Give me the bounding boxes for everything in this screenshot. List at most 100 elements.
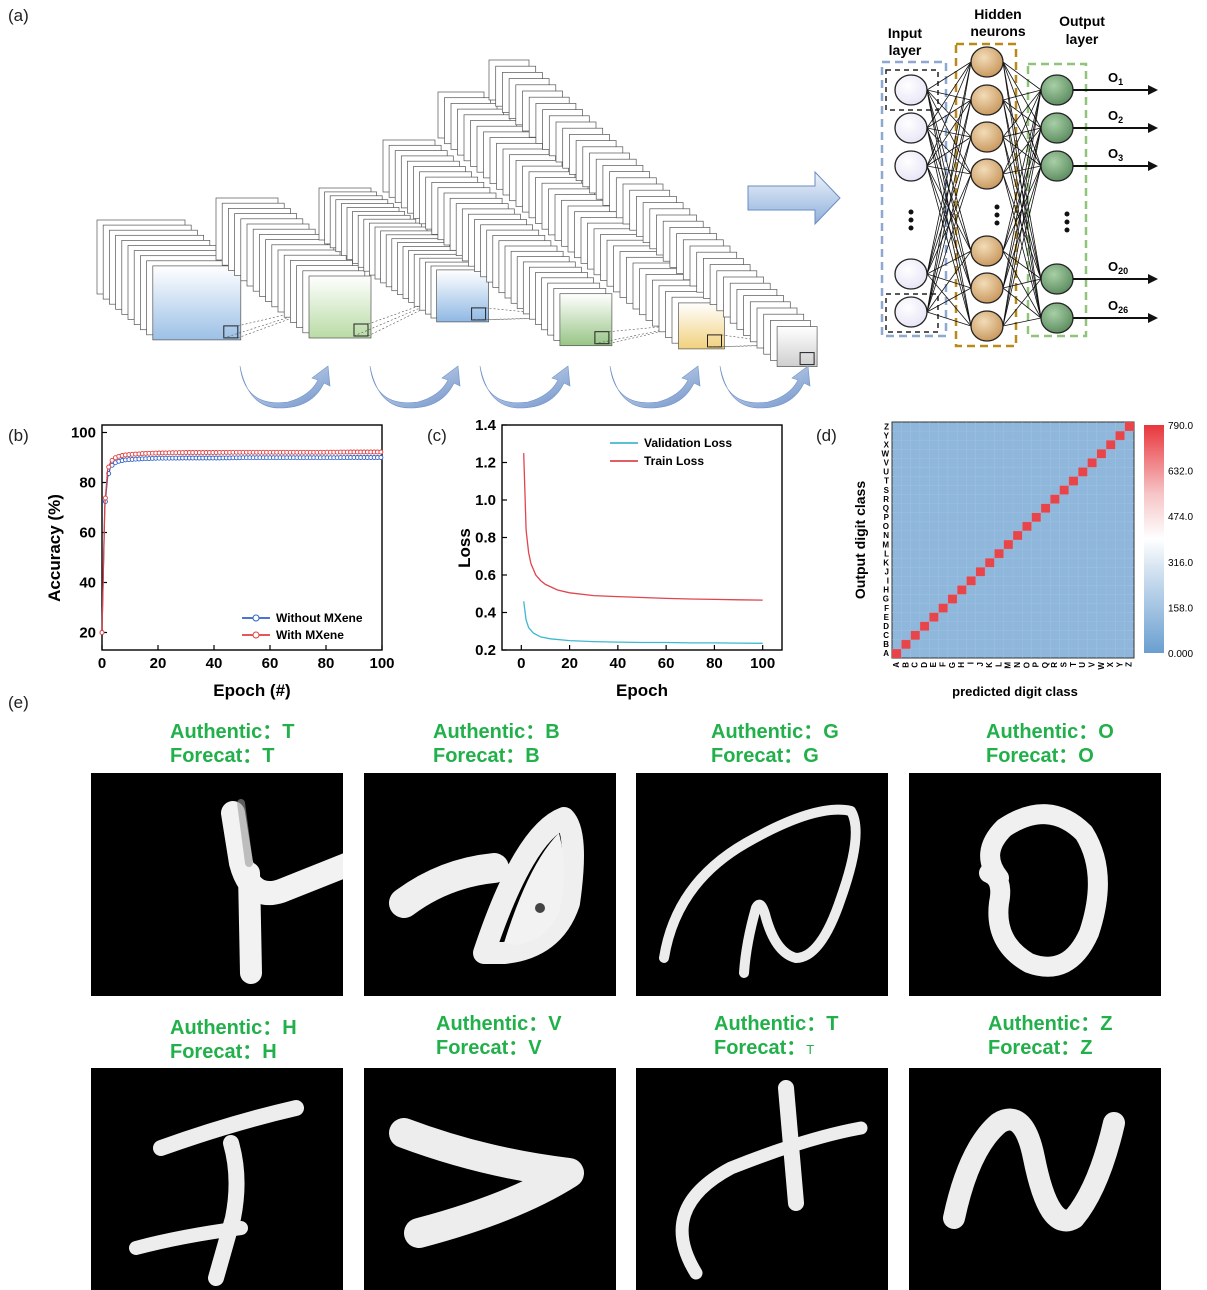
matrix-row-label: K (883, 558, 889, 567)
matrix-col-label: D (920, 662, 929, 668)
weight-line (926, 61, 972, 167)
weight-line (1002, 61, 1042, 91)
sample-3-image (636, 773, 888, 996)
sample-8-image (909, 1068, 1161, 1290)
output-label: O26 (1108, 298, 1128, 315)
matrix-cell-diagonal (1115, 431, 1125, 441)
matrix-row-label: B (883, 640, 889, 649)
matrix-col-label: P (1032, 661, 1041, 667)
sample-3-authentic: Authentic：G (711, 721, 839, 743)
matrix-cell-diagonal (1040, 503, 1051, 513)
arrow-head-icon (1148, 161, 1158, 171)
output-layer-label-1: Output (1059, 13, 1105, 29)
sample-3-forecast: Forecat：G (711, 745, 819, 767)
legend-label: Train Loss (644, 454, 704, 468)
panel-label-a: (a) (8, 6, 29, 25)
matrix-col-label: C (911, 662, 920, 668)
confusion-x-label: predicted digit class (952, 684, 1078, 699)
series-line (101, 456, 382, 633)
accuracy-x-label: Epoch (#) (213, 681, 290, 700)
matrix-cell-diagonal (994, 549, 1004, 559)
y-tick-label: 0.6 (475, 567, 496, 584)
output-neuron (1040, 150, 1074, 182)
hidden-neuron (970, 121, 1004, 153)
matrix-row-label: J (885, 567, 889, 576)
weight-line (926, 136, 972, 313)
y-tick-label: 80 (79, 475, 96, 492)
output-neuron (1040, 74, 1074, 106)
weight-line (1002, 278, 1042, 327)
x-tick-label: 60 (262, 655, 279, 672)
matrix-col-label: T (1069, 662, 1078, 667)
matrix-col-label: Z (1125, 662, 1134, 667)
y-tick-label: 1.2 (475, 455, 496, 472)
x-tick-label: 20 (561, 655, 578, 672)
weight-line (926, 99, 972, 313)
sample-7-forecast: Forecat： (714, 1037, 807, 1059)
matrix-col-label: L (994, 662, 1003, 667)
hidden-neuron (970, 158, 1004, 190)
sample-6-image (364, 1068, 616, 1290)
output-layer-label-2: layer (1066, 31, 1099, 47)
confusion-y-label: Output digit class (852, 481, 868, 599)
matrix-row-label: E (884, 613, 890, 622)
output-label: O2 (1108, 108, 1123, 125)
plot-frame (101, 424, 383, 651)
matrix-cell-diagonal (1013, 530, 1023, 540)
sample-3-caption: Authentic：G Forecat：G (711, 720, 839, 768)
panel-label-b: (b) (8, 426, 29, 445)
matrix-cell-diagonal (1003, 540, 1013, 550)
series-marker (102, 495, 108, 501)
input-neuron (894, 150, 928, 182)
matrix-cell-diagonal (1106, 440, 1116, 450)
transition-arrows (239, 365, 811, 409)
plot-frame (501, 424, 783, 651)
kernel-projection (237, 303, 331, 339)
matrix-col-label: V (1087, 661, 1096, 667)
feature-map-4-layer (559, 293, 613, 347)
matrix-row-label: N (883, 531, 889, 540)
input-neuron (894, 74, 928, 106)
matrix-col-label: S (1060, 661, 1069, 667)
hidden-neuron (970, 310, 1004, 342)
x-tick-label: 40 (206, 655, 223, 672)
matrix-col-label: A (892, 662, 901, 668)
sample-7-authentic: Authentic：T (714, 1013, 839, 1035)
hidden-neuron (970, 46, 1004, 78)
kernel-window (353, 323, 369, 337)
weight-line (926, 165, 972, 175)
colorbar (1144, 425, 1164, 653)
matrix-row-label: T (884, 477, 889, 486)
matrix-cell-diagonal (957, 585, 967, 595)
matrix-cell-diagonal (985, 558, 995, 568)
x-tick-label: 20 (150, 655, 167, 672)
hidden-layer-label-2: neurons (970, 23, 1025, 39)
weight-line (926, 61, 972, 129)
weight-line (1002, 317, 1042, 327)
matrix-row-label: F (884, 604, 889, 613)
feature-map-6-layer (776, 326, 818, 367)
y-tick-label: 100 (71, 425, 96, 442)
x-tick-label: 80 (318, 655, 335, 672)
series-marker (99, 630, 105, 635)
matrix-row-label: G (883, 595, 889, 604)
colorbar-tick-label: 790.0 (1168, 421, 1193, 432)
sample-5-image (91, 1068, 343, 1290)
series-line (523, 453, 763, 601)
panel-label-c: (c) (427, 426, 447, 445)
matrix-cell-diagonal (1022, 521, 1032, 531)
weight-line (926, 61, 972, 91)
sample-8-caption: Authentic：Z Forecat：Z (988, 1012, 1112, 1060)
weight-line (1002, 89, 1042, 138)
confusion-matrix: Output digit class predicted digit class… (852, 421, 1193, 699)
y-tick-label: 40 (79, 575, 96, 592)
curved-arrow-icon (369, 365, 461, 409)
matrix-row-label: U (883, 468, 889, 477)
matrix-row-label: D (883, 622, 889, 631)
weight-line (926, 136, 972, 167)
x-tick-label: 60 (658, 655, 675, 672)
loss-x-label: Epoch (616, 681, 668, 700)
fc-network: Input layer Hidden neurons Output layer … (880, 6, 1158, 348)
arrow-head-icon (1148, 85, 1158, 95)
series-marker (378, 449, 384, 455)
